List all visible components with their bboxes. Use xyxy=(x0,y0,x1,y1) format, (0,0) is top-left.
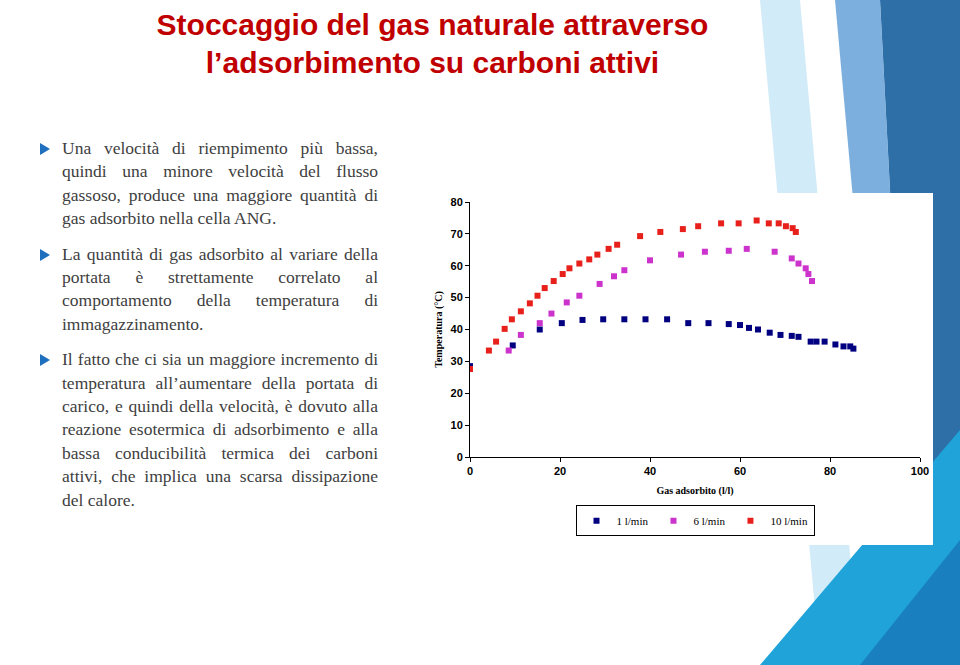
svg-text:Temperatura (°C): Temperatura (°C) xyxy=(433,291,445,368)
svg-text:20: 20 xyxy=(554,465,566,477)
svg-text:60: 60 xyxy=(734,465,746,477)
svg-text:0: 0 xyxy=(467,465,473,477)
html-text:Una velocità di riempimento pi: Una velocità di riempimento più bassa, q… xyxy=(62,138,378,229)
html-text:Il fatto che ci sia un maggior: Il fatto che ci sia un maggiore incremen… xyxy=(62,349,378,510)
svg-text:20: 20 xyxy=(451,387,463,399)
svg-text:10 l/min: 10 l/min xyxy=(770,515,807,527)
html-text:Stoccaggio del gas naturale at: Stoccaggio del gas naturale attraverso xyxy=(156,8,709,41)
svg-text:70: 70 xyxy=(451,228,463,240)
svg-text:60: 60 xyxy=(451,260,463,272)
html-text:l’adsorbimento su carboni atti: l’adsorbimento su carboni attivi xyxy=(205,46,660,79)
svg-text:10: 10 xyxy=(451,419,463,431)
svg-text:0: 0 xyxy=(457,451,463,463)
svg-text:40: 40 xyxy=(644,465,656,477)
svg-text:100: 100 xyxy=(911,465,929,477)
svg-text:40: 40 xyxy=(451,323,463,335)
svg-text:6 l/min: 6 l/min xyxy=(693,515,725,527)
svg-text:80: 80 xyxy=(451,196,463,208)
html-text:La quantità di gas adsorbito a: La quantità di gas adsorbito al variare … xyxy=(62,243,378,334)
svg-text:50: 50 xyxy=(451,291,463,303)
svg-text:1 l/min: 1 l/min xyxy=(617,515,649,527)
svg-text:80: 80 xyxy=(824,465,836,477)
svg-text:Gas adsorbito (l/l): Gas adsorbito (l/l) xyxy=(656,485,733,497)
svg-text:30: 30 xyxy=(451,355,463,367)
